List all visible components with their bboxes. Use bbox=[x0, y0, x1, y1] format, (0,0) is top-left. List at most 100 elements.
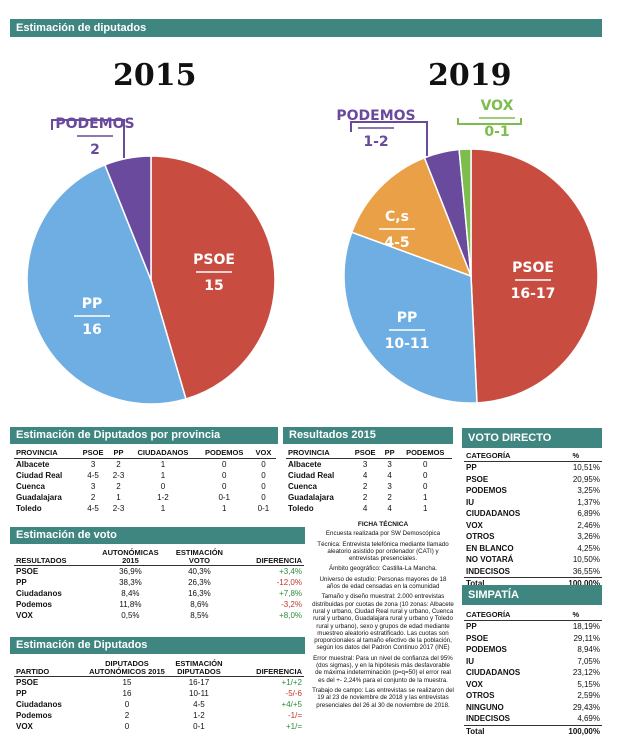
votodirecto-title: VOTO DIRECTO bbox=[468, 432, 552, 444]
slice-name: PODEMOS bbox=[336, 108, 415, 124]
table-row: Guadalajara 2 1 1-2 0-1 0 bbox=[14, 492, 276, 503]
table-row: Albacete 3 2 1 0 0 bbox=[14, 459, 276, 471]
cell: Albacete bbox=[16, 460, 50, 469]
table-row: PSOE 29,11% bbox=[464, 633, 602, 645]
col-header: ESTIMACIÓN VOTO bbox=[175, 548, 223, 565]
slice-value: 10-11 bbox=[385, 336, 430, 352]
cell: 11,8% bbox=[119, 600, 142, 609]
cell: 0 bbox=[261, 493, 266, 502]
cell: PSOE bbox=[16, 567, 39, 576]
slice-name: C,s bbox=[385, 209, 409, 225]
cell: Total bbox=[466, 579, 485, 589]
cell: PODEMOS bbox=[466, 486, 507, 496]
slice-value: 16-17 bbox=[511, 286, 556, 302]
cell: VOX bbox=[466, 520, 483, 530]
cell: INDECISOS bbox=[466, 714, 511, 724]
cell: 3,25% bbox=[577, 486, 600, 496]
table-row: VOX 0 0-1 +1/= bbox=[14, 721, 304, 732]
col-header: PARTIDO bbox=[16, 667, 50, 676]
cell: 4-5 bbox=[87, 471, 99, 480]
col-header: PODEMOS bbox=[406, 448, 445, 457]
header-bar: Estimación de diputados bbox=[10, 19, 602, 37]
cell: -5/-6 bbox=[285, 689, 302, 698]
cell: 10,51% bbox=[572, 463, 600, 473]
pie-slice-psoe bbox=[150, 155, 276, 400]
col-header: ESTIMACIÓN DIPUTADOS bbox=[175, 659, 223, 676]
cell: Guadalajara bbox=[16, 493, 62, 502]
col-header: CIUDADANOS bbox=[137, 448, 189, 457]
cell: 8,94% bbox=[577, 645, 600, 655]
ficha-p4: Universo de estudio: Personas mayores de… bbox=[319, 575, 447, 591]
voto-table: RESULTADOS AUTONÓMICAS 2015 ESTIMACIÓN V… bbox=[14, 549, 304, 621]
cell: +3,4% bbox=[279, 567, 302, 576]
cell: +1/+2 bbox=[281, 678, 302, 687]
cell: 16-17 bbox=[188, 678, 210, 687]
votodirecto-table: CATEGORÍA% PP 10,51% PSOE 20,95% PODEMOS 3,25%… bbox=[464, 450, 602, 590]
cell: 1 bbox=[423, 493, 428, 502]
slice-value: 1-2 bbox=[363, 134, 388, 150]
chart-2019-title: 2019 bbox=[428, 58, 512, 93]
cell: IU bbox=[466, 497, 474, 507]
table-row: Cuenca 3 2 0 0 0 bbox=[14, 481, 276, 492]
voto-title: Estimación de voto bbox=[16, 529, 117, 541]
cell: 0 bbox=[124, 722, 130, 731]
table-row: PP 18,19% bbox=[464, 621, 602, 633]
cell: INDECISOS bbox=[466, 566, 511, 576]
diputados-bar: Estimación de Diputados bbox=[10, 637, 305, 654]
slice-label: PSOE 15 bbox=[193, 252, 235, 294]
cell: 1 bbox=[160, 471, 166, 480]
col-header: PODEMOS bbox=[205, 448, 244, 457]
cell: 16,3% bbox=[188, 589, 211, 598]
ficha-title: FICHA TÉCNICA bbox=[357, 521, 409, 528]
ficha-p6: Error muestral: Para un nivel de confian… bbox=[313, 654, 453, 684]
resultados-title: Resultados 2015 bbox=[289, 429, 376, 441]
slice-label: PP 10-11 bbox=[385, 310, 430, 352]
table-row: Podemos 2 1-2 -1/= bbox=[14, 710, 304, 721]
cell: 5,15% bbox=[577, 679, 600, 689]
cell: 1-2 bbox=[193, 711, 205, 720]
cell: 8,6% bbox=[190, 600, 209, 609]
slice-name: PSOE bbox=[193, 252, 235, 268]
cell: 3 bbox=[90, 460, 96, 469]
cell: 0 bbox=[221, 482, 227, 491]
resultados-bar: Resultados 2015 bbox=[283, 427, 453, 444]
cell: 1 bbox=[423, 504, 428, 513]
cell: 10-11 bbox=[189, 689, 209, 698]
slice-value: 16 bbox=[82, 322, 101, 338]
ficha-p3: Ámbito geográfico: Castilla-La Mancha. bbox=[329, 565, 437, 573]
ficha-p1: Encuesta realizada por SW Demoscópica bbox=[325, 530, 441, 538]
col-header: RESULTADOS bbox=[16, 556, 67, 565]
cell: 100,00% bbox=[568, 726, 600, 736]
table-row: Ciudadanos 8,4% 16,3% +7,8% bbox=[14, 588, 304, 599]
simpatia-title: SIMPATÍA bbox=[468, 589, 519, 601]
col-header: VOX bbox=[255, 448, 272, 457]
pie-slice-pp bbox=[26, 163, 187, 405]
cell: 0-1 bbox=[257, 504, 270, 513]
cell: PP bbox=[466, 463, 477, 473]
cell: Ciudad Real bbox=[16, 471, 63, 480]
chart-2015-title: 2015 bbox=[113, 58, 197, 93]
slice-name: VOX bbox=[481, 98, 514, 114]
cell: 4-5 bbox=[87, 504, 99, 513]
table-row: Albacete 3 3 0 bbox=[286, 459, 452, 471]
slice-name: PP bbox=[397, 310, 418, 326]
cell: 2 bbox=[387, 493, 392, 502]
pie-slice-podemos bbox=[103, 155, 152, 281]
cell: 40,3% bbox=[188, 567, 211, 576]
cell: 26,3% bbox=[188, 578, 211, 587]
cell: 29,11% bbox=[573, 633, 600, 643]
pie-slice-vox bbox=[458, 148, 472, 277]
cell: 0 bbox=[261, 460, 266, 469]
cell: Ciudad Real bbox=[288, 471, 335, 480]
table-row: Cuenca 2 3 0 bbox=[286, 481, 452, 492]
provincia-table: PROVINCIA PSOE PP CIUDADANOS PODEMOS VOX… bbox=[14, 447, 276, 514]
cell: 0 bbox=[221, 460, 227, 469]
cell: Podemos bbox=[16, 600, 53, 609]
table-row: PSOE 15 16-17 +1/+2 bbox=[14, 677, 304, 689]
pie-chart-2019: PSOE 16-17 PP 10-11 C,s 4-5 PODEMOS 1-2 VOX 0-1 bbox=[336, 98, 599, 404]
cell: 23,12% bbox=[572, 668, 600, 678]
cell: 2 bbox=[116, 460, 121, 469]
cell: 2-3 bbox=[112, 471, 125, 480]
ficha-tecnica: FICHA TÉCNICA Encuesta realizada por SW … bbox=[312, 521, 454, 712]
col-header: DIFERENCIA bbox=[256, 667, 302, 676]
